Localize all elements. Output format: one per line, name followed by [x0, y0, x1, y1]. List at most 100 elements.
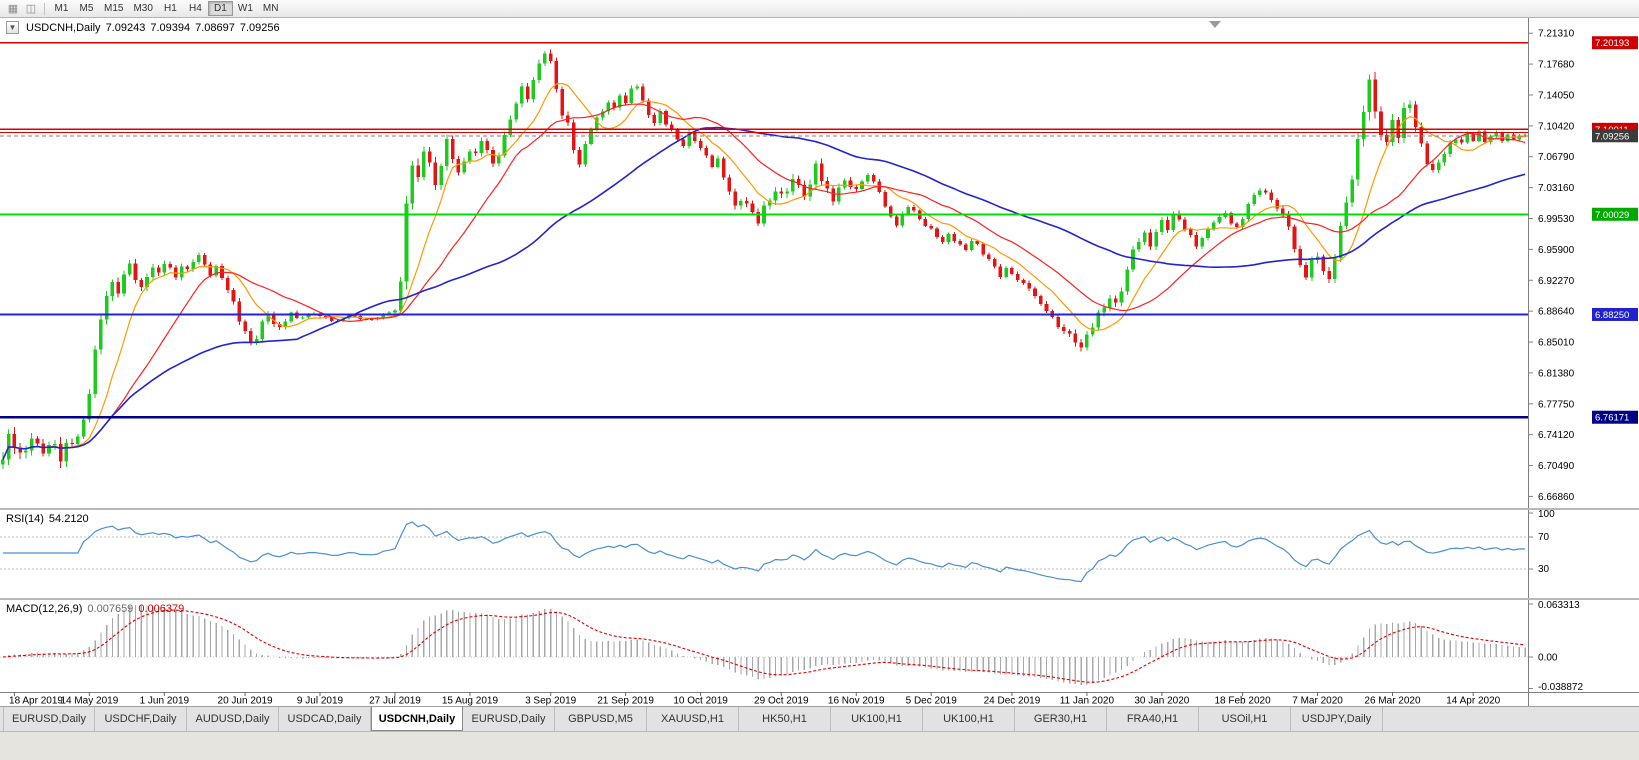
candle	[1044, 303, 1049, 312]
candle	[1384, 135, 1389, 142]
timeframe-button-H4[interactable]: H4	[189, 3, 202, 14]
candle	[1263, 190, 1268, 193]
rsi-value: 54.2120	[48, 513, 89, 525]
candle	[422, 151, 426, 178]
candle	[940, 237, 945, 243]
candle	[1436, 162, 1441, 171]
chart-tab-audusd-daily[interactable]: AUDUSD,Daily	[187, 707, 279, 731]
rsi-macd-splitter[interactable]	[0, 598, 1639, 600]
one-click-trading-toggle[interactable]: ▼	[6, 21, 19, 34]
candle	[750, 203, 755, 212]
candle	[1113, 298, 1118, 303]
macd-canvas[interactable]: 0.063313 0.00 -0.038872	[0, 600, 1639, 692]
date-label: 15 Aug 2019	[442, 696, 499, 707]
chart-tab-uk100-h1[interactable]: UK100,H1	[831, 707, 923, 731]
chart-tab-eurusd-daily[interactable]: EURUSD,Daily	[3, 707, 95, 731]
candle	[168, 264, 172, 268]
svg-text:7.10420: 7.10420	[1538, 121, 1575, 132]
macd-label: MACD(12,26,9)	[6, 603, 83, 615]
candle	[548, 53, 553, 62]
candle	[964, 244, 968, 250]
chart-tab-xauusd-h1[interactable]: XAUUSD,H1	[647, 707, 739, 731]
chart-ohlc-header: ▼ USDCNH,Daily 7.09243 7.09394 7.08697 7…	[6, 21, 280, 34]
candle	[992, 258, 997, 267]
candle	[1402, 107, 1406, 138]
price-badge-7.00029: 7.00029	[1592, 207, 1638, 221]
candle	[739, 201, 743, 206]
candle	[1119, 291, 1124, 303]
chart-tab-eurusd-daily[interactable]: EURUSD,Daily	[463, 707, 555, 731]
candle	[894, 216, 899, 226]
candle	[352, 315, 357, 317]
svg-text:7.09256: 7.09256	[1595, 131, 1629, 142]
chart-tab-usdchf-daily[interactable]: USDCHF,Daily	[95, 707, 187, 731]
chart-window-icon[interactable]: ◫	[25, 3, 37, 15]
timeframe-button-M30[interactable]: M30	[133, 3, 153, 14]
candle	[975, 241, 980, 244]
candle	[427, 151, 432, 163]
svg-text:6.95900: 6.95900	[1538, 245, 1575, 256]
candle	[1356, 139, 1360, 180]
candle	[139, 280, 144, 288]
chart-tab-gbpusd-m5[interactable]: GBPUSD,M5	[555, 707, 647, 731]
chart-tab-usdcad-daily[interactable]: USDCAD,Daily	[279, 707, 371, 731]
chart-tab-usoil-h1[interactable]: USOil,H1	[1199, 707, 1291, 731]
timeframe-button-M5[interactable]: M5	[79, 3, 94, 14]
chart-tab-ger30-h1[interactable]: GER30,H1	[1015, 707, 1107, 731]
price-badge-6.76171: 6.76171	[1592, 410, 1638, 424]
chart-tab-fra40-h1[interactable]: FRA40,H1	[1107, 707, 1199, 731]
timeframe-button-D1[interactable]: D1	[207, 1, 233, 16]
timeframe-button-M1[interactable]: M1	[54, 3, 69, 14]
date-label: 20 Jun 2019	[218, 696, 273, 707]
chart-tab-usdjpy-daily[interactable]: USDJPY,Daily	[1291, 707, 1383, 731]
candle	[1431, 163, 1435, 171]
candle	[450, 139, 455, 160]
timeframe-button-H1[interactable]: H1	[164, 3, 177, 14]
svg-text:0.00: 0.00	[1538, 653, 1558, 664]
candle	[41, 443, 46, 454]
timeframe-button-MN[interactable]: MN	[262, 3, 279, 14]
timeframe-button-W1[interactable]: W1	[237, 3, 253, 14]
rsi-axis: 100 70 30	[1528, 510, 1555, 598]
candle	[398, 281, 403, 311]
candle	[779, 191, 784, 194]
candle	[479, 140, 484, 153]
date-label: 21 Sep 2019	[597, 696, 654, 707]
candle	[1240, 219, 1245, 227]
chart-tab-uk100-h1[interactable]: UK100,H1	[923, 707, 1015, 731]
price-chart-canvas[interactable]: 7.21310 7.17680 7.14050 7.10420 7.06790 7.031…	[0, 18, 1639, 508]
date-label: 27 Jul 2019	[369, 696, 421, 707]
candle	[462, 161, 466, 173]
timeframe-button-M15[interactable]: M15	[104, 3, 124, 14]
candle	[1321, 256, 1326, 271]
chart-grid-icon[interactable]: ▦	[7, 3, 19, 15]
candle	[796, 179, 801, 185]
candle	[1038, 296, 1043, 304]
chart-tab-hk50-h1[interactable]: HK50,H1	[739, 707, 831, 731]
svg-text:30: 30	[1538, 564, 1550, 575]
candle	[618, 95, 622, 108]
candle	[151, 267, 155, 278]
candle	[156, 267, 161, 273]
candle	[589, 129, 593, 144]
svg-text:100: 100	[1538, 510, 1555, 520]
candle	[1073, 333, 1078, 343]
chart-close-value: 7.09256	[239, 21, 280, 34]
candle	[1142, 232, 1147, 242]
candle	[906, 207, 910, 214]
candle	[1200, 238, 1205, 247]
candle	[329, 317, 334, 321]
candle	[744, 201, 749, 204]
price-rsi-splitter[interactable]	[0, 508, 1639, 510]
svg-text:7.21310: 7.21310	[1538, 29, 1575, 40]
ma-slow-line	[2, 126, 1526, 460]
candle	[416, 165, 420, 178]
candle	[52, 444, 57, 446]
rsi-canvas[interactable]: 100 70 30	[0, 510, 1639, 598]
candle	[1217, 216, 1222, 223]
candle	[496, 155, 501, 164]
candle	[1459, 139, 1464, 143]
chart-tab-usdcnh-daily[interactable]: USDCNH,Daily	[371, 707, 463, 731]
candle	[1465, 134, 1470, 143]
